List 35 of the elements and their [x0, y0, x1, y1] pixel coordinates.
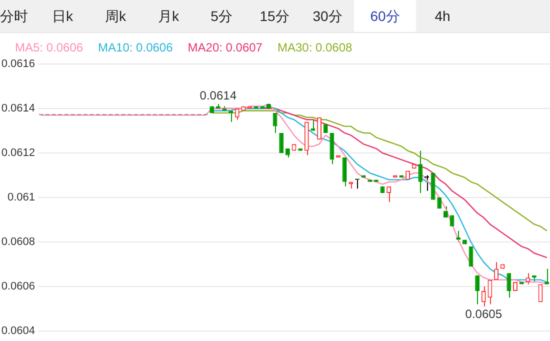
- text: MA30: 0.0608: [277, 40, 353, 54]
- candlestick: [418, 150, 423, 194]
- candlestick: [342, 156, 347, 187]
- text: 15分: [258, 7, 290, 26]
- candlestick: [386, 186, 392, 202]
- y-tick-label: 0.0612: [1, 147, 35, 160]
- y-tick-label: 0.0604: [1, 325, 35, 338]
- text: MA20: 0.0607: [188, 40, 263, 54]
- text: MA5: 0.0606: [15, 40, 84, 54]
- text: MA10: 0.0606: [98, 40, 174, 54]
- candlestick: [506, 272, 512, 298]
- candlestick: [456, 230, 461, 242]
- candlestick: [494, 262, 498, 280]
- text: 30分: [312, 7, 344, 26]
- y-tick-label: 0.0606: [1, 280, 35, 293]
- y-tick-label: 0.061: [7, 192, 35, 204]
- candlestick: [234, 108, 240, 120]
- text: 5分: [210, 7, 234, 26]
- text: 周k: [104, 7, 127, 26]
- text: 60分: [354, 0, 416, 32]
- y-tick-label: 0.0616: [1, 58, 35, 70]
- candlestick: [475, 274, 480, 305]
- text: 月k: [157, 7, 180, 26]
- text: 分时: [0, 7, 29, 26]
- candlestick: [526, 272, 530, 285]
- text: 4h: [434, 7, 452, 26]
- candlestick: [488, 279, 492, 305]
- y-tick-label: 0.0614: [1, 102, 35, 115]
- annotation: 0.0605: [465, 306, 502, 321]
- candlestick: [424, 174, 429, 192]
- candlestick: [481, 286, 486, 308]
- annotation: 0.0614: [200, 88, 237, 102]
- candlestick: [544, 268, 550, 285]
- text: 日k: [51, 7, 74, 26]
- y-tick-label: 0.0608: [1, 236, 35, 248]
